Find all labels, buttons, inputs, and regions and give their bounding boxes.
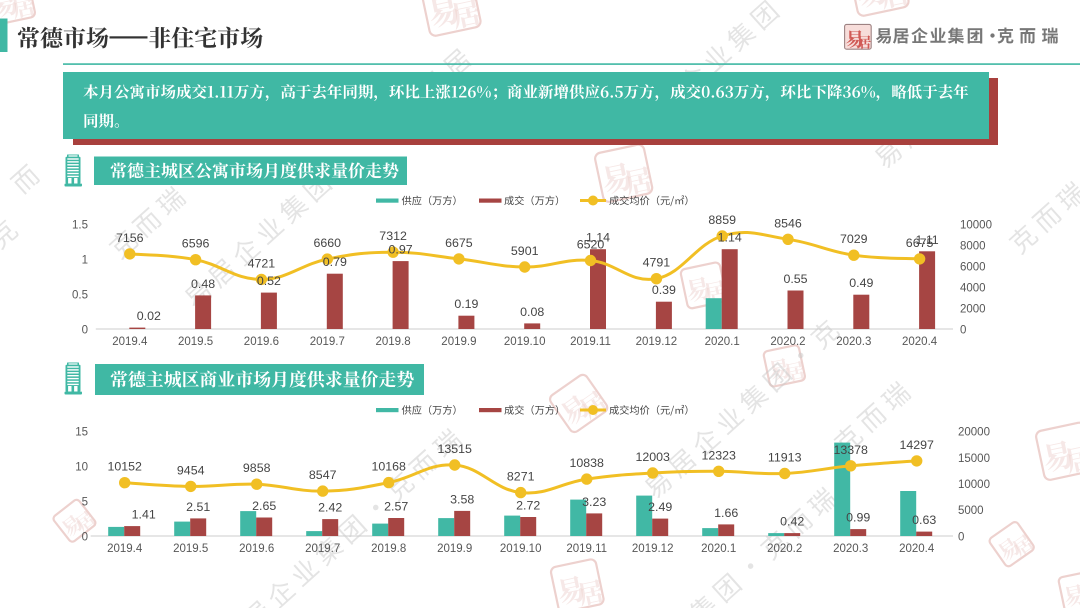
svg-text:6675: 6675 [445,236,473,250]
svg-text:13515: 13515 [437,442,472,456]
svg-text:0.42: 0.42 [780,515,804,529]
svg-text:0: 0 [82,325,88,337]
svg-text:2019.5: 2019.5 [178,336,213,348]
svg-text:2020.1: 2020.1 [705,336,740,348]
svg-text:0: 0 [960,325,966,337]
svg-text:10168: 10168 [371,460,406,474]
svg-text:10000: 10000 [958,479,990,491]
svg-text:15: 15 [75,427,88,439]
svg-text:4791: 4791 [643,256,671,270]
svg-text:2019.9: 2019.9 [437,543,472,555]
svg-text:13378: 13378 [833,443,868,457]
svg-text:1.11: 1.11 [915,233,938,247]
svg-text:0.48: 0.48 [191,277,215,291]
svg-text:2.65: 2.65 [252,499,276,513]
svg-text:8547: 8547 [309,468,337,482]
svg-text:3.23: 3.23 [582,495,606,509]
svg-text:2019.6: 2019.6 [239,543,274,555]
svg-text:0.08: 0.08 [520,305,544,319]
svg-text:2019.7: 2019.7 [310,336,345,348]
svg-text:12323: 12323 [701,448,736,462]
svg-text:8000: 8000 [960,241,986,253]
svg-text:4000: 4000 [960,283,986,295]
svg-text:2.72: 2.72 [516,499,540,513]
svg-text:2019.5: 2019.5 [173,543,208,555]
svg-text:0: 0 [958,532,964,544]
svg-text:1.14: 1.14 [586,231,610,245]
svg-text:1: 1 [82,255,88,267]
svg-text:6675: 6675 [906,236,934,250]
svg-text:10152: 10152 [107,460,142,474]
svg-text:5000: 5000 [958,505,984,517]
svg-text:6660: 6660 [314,236,342,250]
svg-text:7156: 7156 [116,231,144,245]
svg-text:9454: 9454 [177,463,205,477]
svg-text:2020.2: 2020.2 [770,336,805,348]
svg-text:2019.11: 2019.11 [570,336,611,348]
svg-text:2020.2: 2020.2 [767,543,802,555]
svg-text:2020.4: 2020.4 [899,543,935,555]
svg-text:8546: 8546 [774,216,802,230]
svg-text:0.39: 0.39 [652,283,676,297]
svg-text:0.99: 0.99 [846,511,870,525]
svg-text:0.49: 0.49 [849,276,873,290]
svg-text:2019.9: 2019.9 [441,336,476,348]
svg-text:2019.8: 2019.8 [371,543,406,555]
svg-text:2019.6: 2019.6 [244,336,279,348]
svg-text:7029: 7029 [840,232,868,246]
svg-text:0.97: 0.97 [389,243,413,257]
svg-text:0.52: 0.52 [257,274,281,288]
svg-text:0.19: 0.19 [454,297,478,311]
svg-text:0.79: 0.79 [323,255,347,269]
svg-text:2019.4: 2019.4 [112,336,148,348]
svg-text:9858: 9858 [243,461,271,475]
svg-text:10: 10 [75,462,88,474]
svg-text:0.55: 0.55 [783,272,807,286]
svg-text:2019.8: 2019.8 [376,336,411,348]
svg-text:2020.4: 2020.4 [902,336,938,348]
svg-text:5901: 5901 [511,244,539,258]
svg-text:2.49: 2.49 [648,500,672,514]
svg-text:1.66: 1.66 [714,506,738,520]
svg-text:0.02: 0.02 [137,309,161,323]
svg-text:15000: 15000 [958,453,990,465]
svg-text:2019.7: 2019.7 [305,543,340,555]
svg-text:10838: 10838 [569,456,604,470]
svg-text:1.14: 1.14 [718,231,742,245]
svg-text:10000: 10000 [960,220,992,232]
svg-text:7312: 7312 [379,229,407,243]
svg-text:0.5: 0.5 [72,290,88,302]
svg-text:0: 0 [82,532,88,544]
svg-text:2020.3: 2020.3 [833,543,868,555]
svg-text:12003: 12003 [635,450,670,464]
svg-text:11913: 11913 [768,451,802,465]
svg-text:2.51: 2.51 [186,500,210,514]
svg-text:1.5: 1.5 [72,220,88,232]
svg-text:2020.1: 2020.1 [701,543,736,555]
svg-text:6520: 6520 [577,238,605,252]
svg-text:2019.10: 2019.10 [500,543,542,555]
svg-text:2000: 2000 [960,304,986,316]
svg-text:6596: 6596 [182,237,210,251]
svg-text:2019.12: 2019.12 [636,336,678,348]
svg-text:20000: 20000 [958,427,990,439]
svg-text:2019.10: 2019.10 [504,336,546,348]
svg-text:2020.3: 2020.3 [836,336,871,348]
svg-text:5: 5 [82,497,88,509]
svg-text:6000: 6000 [960,262,986,274]
svg-text:2.57: 2.57 [384,500,408,514]
svg-text:3.58: 3.58 [450,492,474,506]
svg-text:8271: 8271 [507,470,535,484]
svg-text:14297: 14297 [899,438,934,452]
svg-text:2019.11: 2019.11 [566,543,607,555]
svg-text:1.41: 1.41 [132,508,156,522]
svg-text:2019.12: 2019.12 [632,543,674,555]
svg-text:4721: 4721 [248,256,276,270]
svg-text:0.63: 0.63 [912,513,936,527]
svg-text:8859: 8859 [708,213,736,227]
svg-text:2.42: 2.42 [318,501,342,515]
svg-text:2019.4: 2019.4 [107,543,143,555]
